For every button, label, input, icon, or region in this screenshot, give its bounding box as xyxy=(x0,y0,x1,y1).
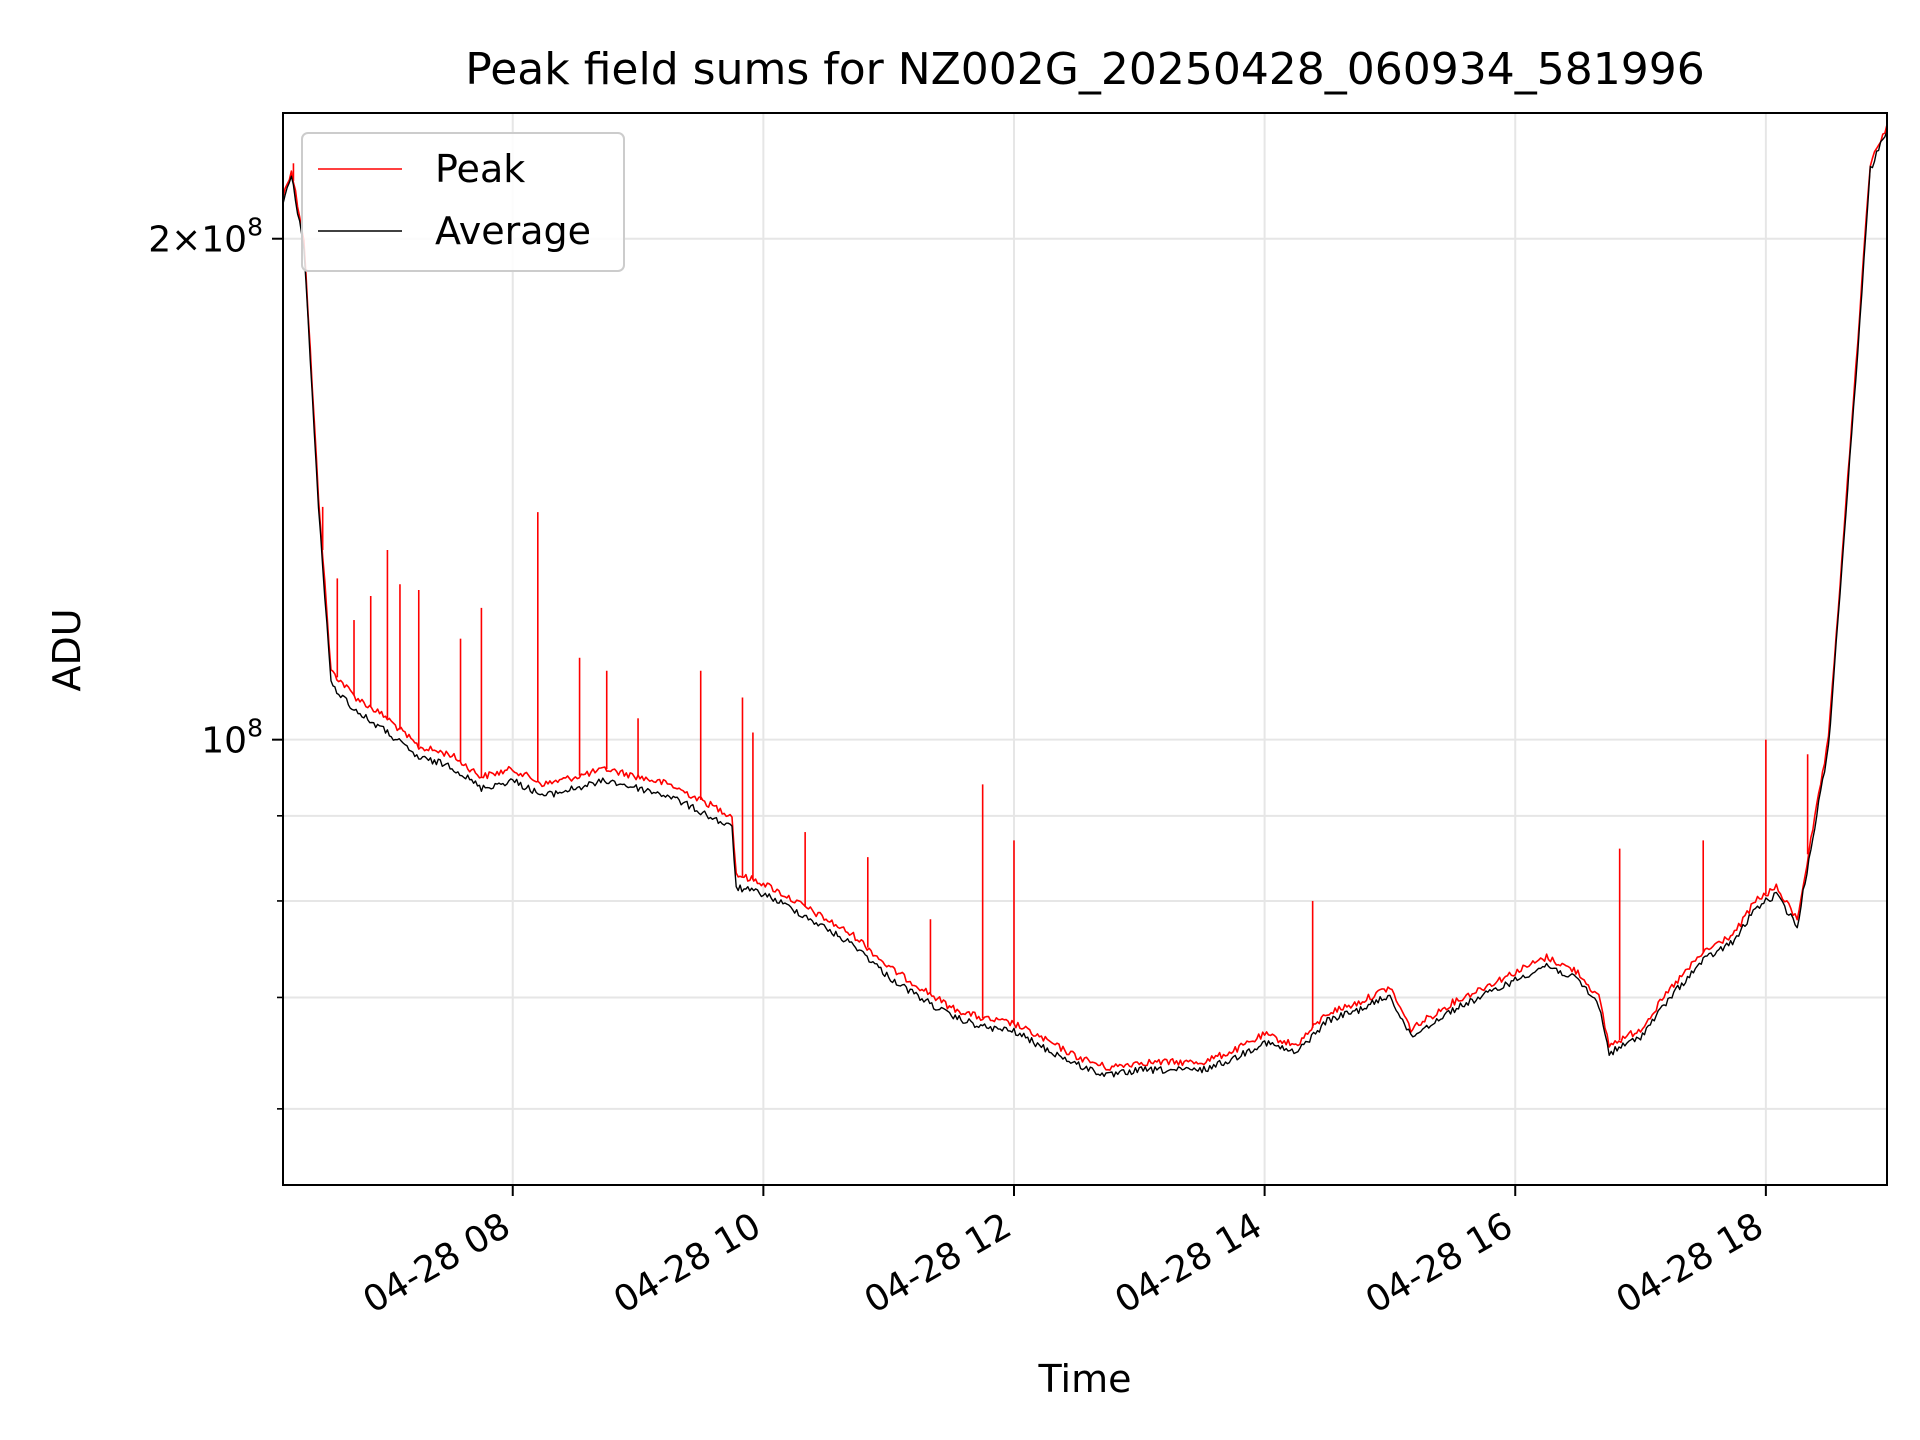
legend-label-average: Average xyxy=(435,209,591,253)
x-tick-label: 04-28 14 xyxy=(1108,1205,1269,1321)
chart-title: Peak field sums for NZ002G_20250428_0609… xyxy=(465,44,1704,95)
legend-box xyxy=(301,132,625,272)
x-tick-label: 04-28 10 xyxy=(607,1205,768,1321)
x-axis-label: Time xyxy=(1038,1357,1132,1401)
x-tick-label: 04-28 16 xyxy=(1359,1205,1520,1321)
legend: Peak Average xyxy=(301,132,625,272)
x-tick-label: 04-28 18 xyxy=(1610,1205,1771,1321)
series-line-average xyxy=(282,131,1888,1078)
series-line-peak xyxy=(282,124,1888,1071)
y-axis-label: ADU xyxy=(45,608,89,691)
legend-label-peak: Peak xyxy=(435,147,525,191)
plot-series xyxy=(282,124,1888,1078)
x-tick-label: 04-28 08 xyxy=(357,1205,518,1321)
axes: 04-28 08 04-28 10 04-28 12 04-28 14 04-28 16… xyxy=(148,213,1770,1322)
x-tick-label: 04-28 12 xyxy=(858,1205,1019,1321)
y-tick-label: 2×108 xyxy=(148,213,263,261)
plot-frame xyxy=(282,112,1888,1186)
y-tick-label: 108 xyxy=(201,714,263,762)
